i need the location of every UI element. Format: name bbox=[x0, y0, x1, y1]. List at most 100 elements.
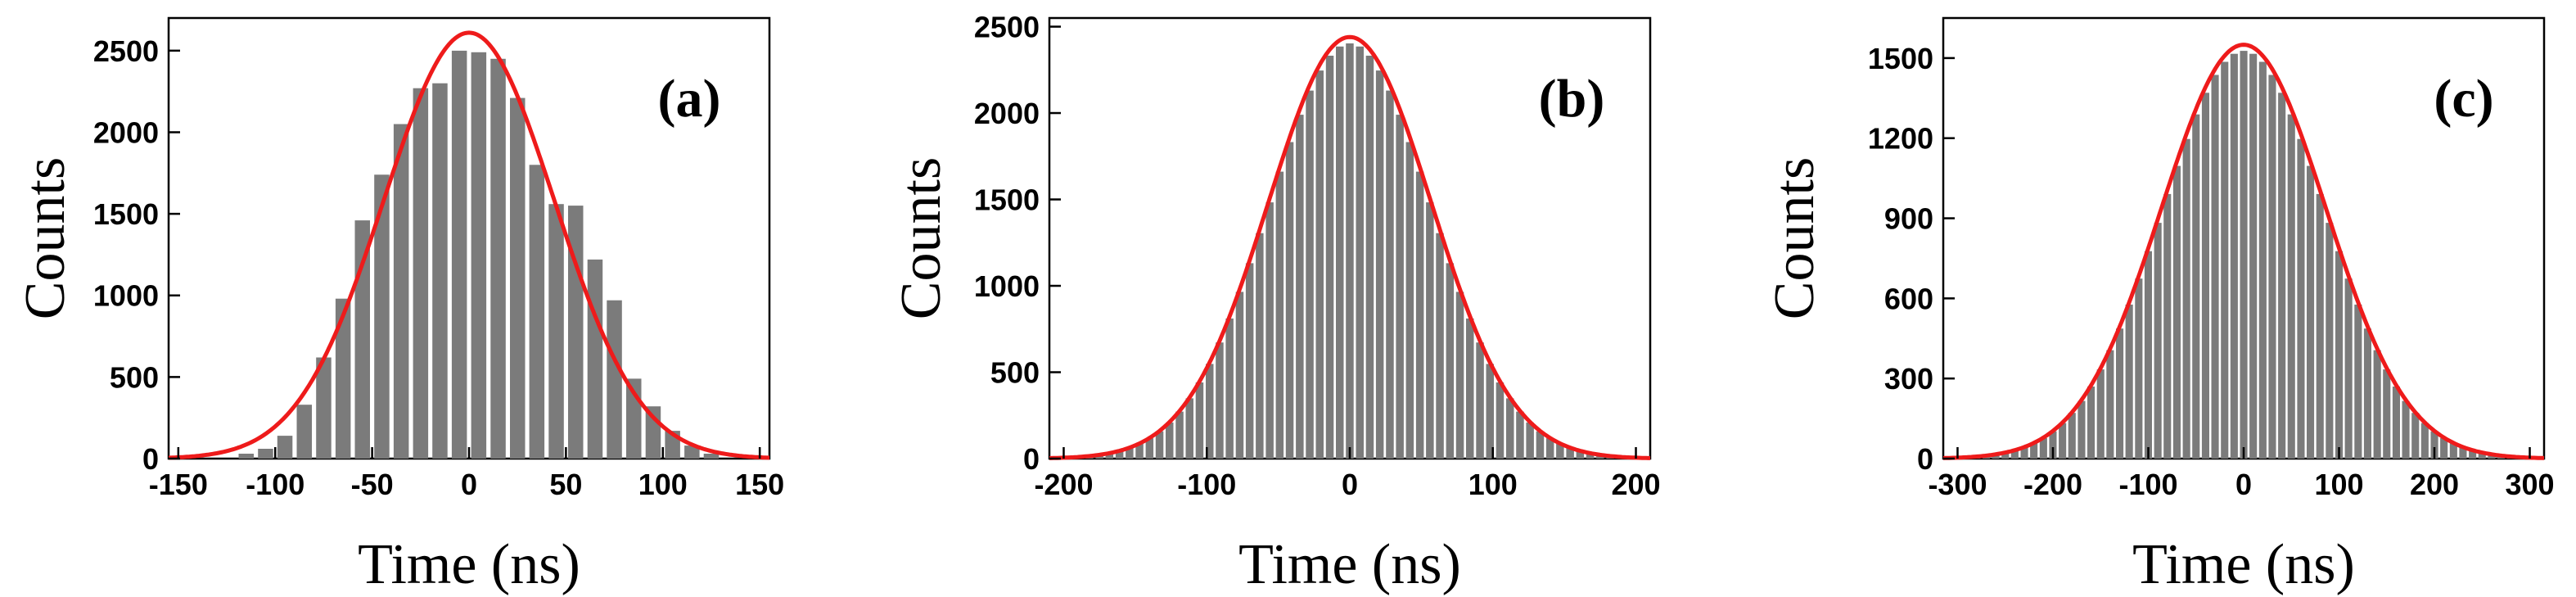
histogram-bar bbox=[1466, 318, 1474, 459]
y-tick-label: 500 bbox=[110, 360, 159, 394]
histogram-bar bbox=[1396, 115, 1404, 459]
histogram-bar bbox=[1536, 431, 1545, 459]
histogram-bar bbox=[393, 124, 409, 459]
x-tick-label: -200 bbox=[1034, 468, 1093, 501]
histogram-bar bbox=[2287, 114, 2295, 459]
histogram-bar bbox=[1486, 364, 1494, 459]
histogram-bar bbox=[2363, 328, 2371, 459]
histogram-bar bbox=[1256, 233, 1264, 459]
x-tick-label: 100 bbox=[638, 468, 688, 501]
x-tick-label: -50 bbox=[351, 468, 394, 501]
histogram-bar bbox=[2430, 431, 2438, 459]
x-tick-label: 200 bbox=[2410, 468, 2459, 501]
histogram-bar bbox=[2163, 193, 2172, 459]
histogram-bar bbox=[1405, 142, 1414, 459]
histogram-bar bbox=[2049, 431, 2057, 459]
x-tick-label: 300 bbox=[2505, 468, 2554, 501]
histogram-bar bbox=[1436, 233, 1444, 459]
histogram-bar bbox=[2326, 223, 2334, 459]
histogram-bar bbox=[2201, 93, 2209, 459]
histogram-bar bbox=[1306, 90, 1314, 459]
histogram-bar bbox=[1325, 56, 1334, 459]
histogram-bar bbox=[1586, 453, 1595, 459]
y-tick-label: 2000 bbox=[93, 115, 159, 149]
histogram-bar bbox=[2077, 400, 2086, 459]
histogram-bar bbox=[1296, 115, 1304, 459]
histogram-bar bbox=[2182, 138, 2190, 459]
histogram-bar bbox=[1386, 90, 1394, 459]
histogram-bar bbox=[2010, 450, 2019, 459]
histogram-bar bbox=[2383, 369, 2391, 459]
histogram-bar bbox=[2059, 423, 2067, 459]
histogram-bar bbox=[1105, 453, 1114, 459]
x-axis-title: Time (ns) bbox=[1238, 533, 1461, 596]
histogram-bar bbox=[1576, 450, 1585, 459]
histogram-bar bbox=[2221, 61, 2229, 459]
histogram-bar bbox=[2402, 400, 2410, 459]
histogram-bar bbox=[1235, 292, 1244, 459]
histogram-bar bbox=[2268, 75, 2276, 459]
histogram-bar bbox=[2154, 223, 2162, 459]
histogram-bar bbox=[2440, 437, 2448, 459]
histogram-bar bbox=[2449, 443, 2457, 459]
y-tick-label: 2500 bbox=[93, 34, 159, 68]
y-tick-label: 1500 bbox=[1868, 42, 1933, 75]
panel-a: -150 -100 -50 0 50 100 15005001000150020002500… bbox=[14, 16, 784, 596]
x-tick-label: 0 bbox=[2235, 468, 2252, 501]
histogram-bar bbox=[1476, 342, 1484, 459]
gaussian-fit-curve bbox=[1049, 34, 1651, 460]
histogram-bar bbox=[1115, 450, 1124, 459]
histogram-bar bbox=[2230, 53, 2238, 459]
histogram-bar bbox=[2420, 423, 2429, 459]
histogram-bar bbox=[238, 454, 254, 459]
y-tick-label: 1500 bbox=[93, 197, 159, 231]
histogram-bar bbox=[2020, 447, 2028, 459]
histogram-bar bbox=[2258, 61, 2267, 459]
y-tick-label: 0 bbox=[142, 442, 159, 476]
x-tick-label: 150 bbox=[735, 468, 784, 501]
histogram-bar bbox=[374, 174, 390, 459]
histogram-bar bbox=[2459, 447, 2467, 459]
histogram-bar bbox=[2172, 165, 2181, 459]
histogram-bar bbox=[2030, 443, 2038, 459]
histogram-bar bbox=[1545, 438, 1554, 459]
histogram-bar bbox=[2392, 387, 2400, 459]
x-tick-label: 200 bbox=[1611, 468, 1660, 501]
x-tick-label: -100 bbox=[1177, 468, 1236, 501]
histogram-bar bbox=[1992, 454, 2000, 459]
histogram-bar bbox=[2373, 350, 2381, 459]
histogram-bar bbox=[413, 88, 429, 459]
gaussian-fit-curve bbox=[1942, 43, 2545, 460]
histogram-bar bbox=[1516, 411, 1524, 459]
x-tick-label: -200 bbox=[2023, 468, 2082, 501]
histogram-bar bbox=[1245, 263, 1254, 459]
histogram-bar bbox=[2335, 251, 2344, 459]
histogram-bar bbox=[529, 165, 545, 459]
histogram-bar bbox=[2316, 193, 2324, 459]
bar-series bbox=[1085, 43, 1614, 459]
y-tick-label: 2000 bbox=[974, 97, 1040, 130]
panel-label: (c) bbox=[2434, 69, 2493, 129]
histogram-bar bbox=[1455, 292, 1464, 459]
histogram-bar bbox=[296, 405, 312, 459]
histogram-bar bbox=[1566, 447, 1574, 459]
panel-c: -300 -200 -100 0 100 200 300 0 300 600 900 1200 1500… bbox=[1763, 16, 2555, 596]
y-tick-label: 300 bbox=[1884, 362, 1933, 396]
histogram-bar bbox=[684, 445, 700, 459]
histogram-bar bbox=[1126, 447, 1134, 459]
histogram-bar bbox=[2411, 413, 2420, 459]
histogram-bar bbox=[1365, 56, 1374, 459]
histogram-bar bbox=[335, 298, 351, 459]
histogram-bar bbox=[1166, 422, 1174, 459]
histogram-bar bbox=[490, 58, 506, 459]
y-tick-label: 900 bbox=[1884, 202, 1933, 236]
y-tick-label: 1000 bbox=[974, 269, 1040, 303]
x-axis-title: Time (ns) bbox=[2132, 533, 2355, 596]
x-tick-label: 100 bbox=[1468, 468, 1518, 501]
histogram-bar bbox=[2211, 75, 2219, 459]
histogram-bar bbox=[1285, 142, 1294, 459]
histogram-bar bbox=[1216, 342, 1224, 459]
histogram-bar bbox=[1375, 70, 1384, 459]
histogram-bar bbox=[2469, 450, 2477, 459]
